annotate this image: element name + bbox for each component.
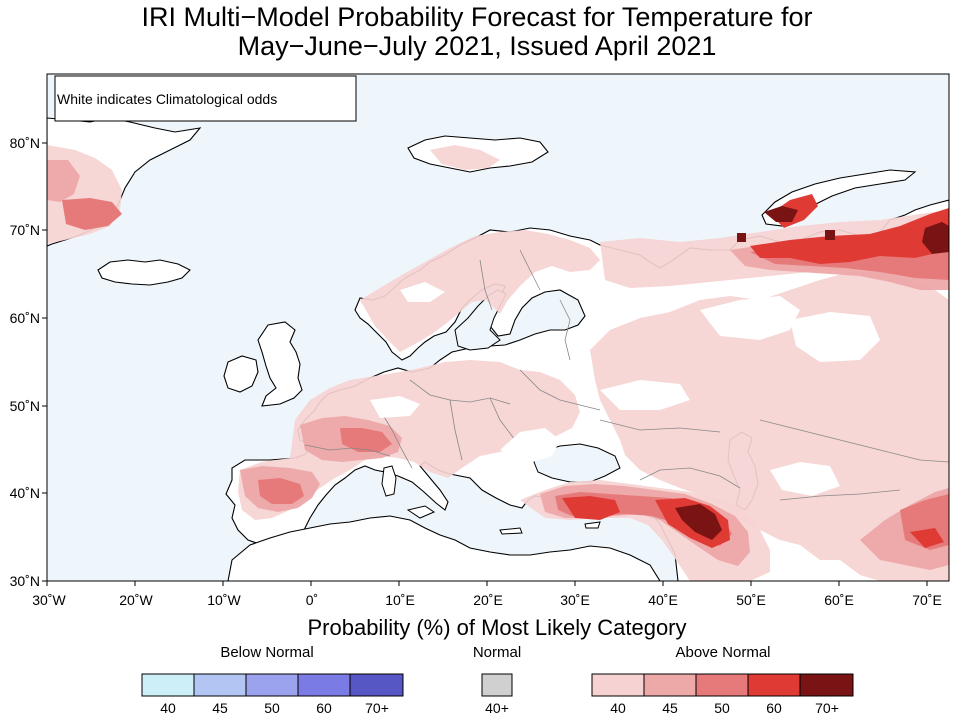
below-50-swatch [245, 673, 299, 697]
below-70-swatch [349, 673, 404, 697]
map-canvas: White indicates Climatological odds [47, 74, 949, 581]
land-ireland [223, 355, 259, 393]
title-line-2: May−June−July 2021, Issued April 2021 [237, 31, 717, 61]
below-45-swatch [193, 673, 247, 697]
latitude-axis: 30˚N 40˚N 50˚N 60˚N 70˚N 80˚N [10, 135, 47, 589]
lon-label: 20˚W [119, 592, 153, 608]
legend-above-tick: 45 [662, 700, 678, 716]
legend-normal-swatches [481, 673, 513, 697]
lon-label: 30˚E [560, 592, 590, 608]
legend-above-tick: 60 [766, 700, 782, 716]
lat-label: 70˚N [10, 222, 40, 238]
legend-above-swatches [591, 673, 854, 697]
above-70-caucasus [675, 504, 722, 540]
map-frame [46, 73, 950, 582]
legend-normal-title: Normal [472, 644, 522, 661]
legend-above-title: Above Normal [675, 644, 771, 661]
above-40-svalbard [430, 145, 500, 170]
note-box [54, 75, 357, 122]
land-iceland [97, 259, 191, 286]
legend-below-swatches [141, 673, 404, 697]
legend-below-tick: 60 [316, 700, 332, 716]
above-40-swatch [591, 673, 645, 697]
lat-label: 60˚N [10, 310, 40, 326]
longitude-axis: 30˚W 20˚W 10˚W 0˚ 10˚E 20˚E 30˚E 40˚E 50… [32, 581, 942, 608]
lon-label: 10˚W [207, 592, 241, 608]
above-60-central-asia [910, 528, 944, 548]
land-north-africa [227, 515, 661, 581]
black-sea [533, 443, 621, 483]
above-60-russia-north [750, 208, 949, 264]
legend-axis-title: Probability (%) of Most Likely Category [307, 615, 687, 640]
normal-40-swatch [481, 673, 513, 697]
lon-label: 0˚ [306, 592, 318, 608]
lon-label: 10˚E [385, 592, 415, 608]
legend-above-tick: 50 [714, 700, 730, 716]
above-50-swatch [695, 673, 749, 697]
lat-label: 50˚N [10, 398, 40, 414]
legend-above-tick: 40 [610, 700, 626, 716]
title-line-1: IRI Multi−Model Probability Forecast for… [141, 2, 813, 32]
below-60-swatch [297, 673, 351, 697]
lat-label: 80˚N [10, 135, 40, 151]
above-60-turkey [562, 496, 620, 520]
above-50-france [340, 428, 392, 452]
lon-label: 30˚W [32, 592, 66, 608]
lon-label: 20˚E [473, 592, 503, 608]
lon-label: 40˚E [648, 592, 678, 608]
legend-above-tick: 70+ [815, 700, 839, 716]
land-sicily [406, 505, 436, 519]
note-text: White indicates Climatological odds [57, 91, 277, 107]
probability-shading [47, 145, 949, 581]
above-70-cell [825, 230, 835, 240]
climatology-patches [370, 282, 880, 496]
above-45-swatch [643, 673, 697, 697]
above-40-europe [238, 360, 580, 520]
above-60-swatch [747, 673, 801, 697]
land-crete-cyprus [499, 521, 601, 535]
above-50-iberia [258, 478, 304, 504]
below-40-swatch [141, 673, 195, 697]
land-sardinia-corsica [381, 465, 397, 497]
legend-below-tick: 45 [212, 700, 228, 716]
above-50-greenland [62, 198, 122, 230]
above-70-cell [737, 233, 746, 242]
above-70-novaya-zemlya [764, 206, 798, 222]
lon-label: 50˚E [736, 592, 766, 608]
above-45-greenland-east [47, 160, 80, 202]
above-70-swatch [799, 673, 854, 697]
legend-normal-tick: 40+ [485, 700, 509, 716]
country-borders [304, 249, 949, 501]
legend-below-tick: 40 [160, 700, 176, 716]
lon-label: 60˚E [824, 592, 854, 608]
legend-below-title: Below Normal [220, 644, 314, 661]
above-70-yamal [922, 222, 949, 254]
lon-label: 70˚E [912, 592, 942, 608]
lat-label: 30˚N [10, 573, 40, 589]
legend-below-tick: 70+ [365, 700, 389, 716]
above-40-scandinavia [360, 230, 600, 352]
lat-label: 40˚N [10, 485, 40, 501]
land-great-britain [257, 321, 303, 407]
legend-below-tick: 50 [264, 700, 280, 716]
